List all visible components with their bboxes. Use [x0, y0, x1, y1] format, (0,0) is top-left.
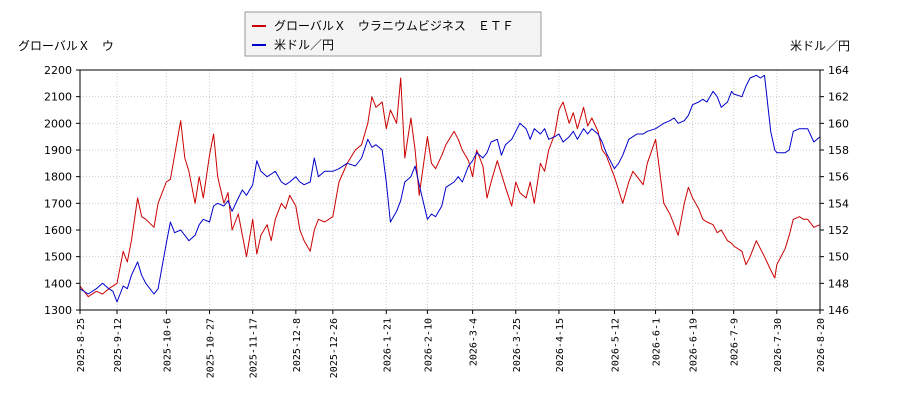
x-tick-label: 2026-6-19 [689, 318, 700, 372]
grid-lines [79, 69, 821, 311]
y-right-axis-label: 米ドル／円 [790, 39, 850, 53]
plot-frame [79, 69, 821, 311]
series-line-usdjpy [79, 74, 821, 303]
legend: グローバルＸ ウラニウムビジネス ＥＴＦ 米ドル／円 [244, 11, 542, 57]
y-left-tick-label: 1500 [44, 251, 72, 264]
x-tick-label: 2025-10-6 [162, 318, 173, 372]
y-left-tick-label: 1400 [44, 277, 72, 290]
y-left-axis: 1300 1400 1500 1600 1700 1800 1900 2000 2100 2200 [44, 64, 80, 317]
x-tick-label: 2026-5-12 [610, 318, 621, 372]
y-right-tick-label: 164 [828, 64, 849, 77]
x-tick-label: 2026-3-4 [469, 318, 480, 366]
y-right-tick-label: 160 [828, 117, 849, 130]
y-right-axis: 146 148 150 152 154 156 158 160 162 164 [820, 64, 849, 317]
x-tick-label: 2025-12-8 [292, 318, 303, 372]
y-right-tick-label: 162 [828, 91, 849, 104]
x-tick-label: 2025-11-17 [249, 318, 260, 378]
series-line-etf [79, 77, 821, 298]
y-right-tick-label: 158 [828, 144, 849, 157]
legend-label-etf: グローバルＸ ウラニウムビジネス ＥＴＦ [274, 19, 514, 33]
legend-label-usdjpy: 米ドル／円 [274, 38, 334, 52]
x-tick-label: 2026-7-30 [773, 318, 784, 372]
y-left-tick-label: 1700 [44, 197, 72, 210]
x-tick-label: 2026-3-25 [512, 318, 523, 372]
legend-box [244, 11, 542, 57]
y-left-tick-label: 1800 [44, 171, 72, 184]
y-left-tick-label: 1300 [44, 304, 72, 317]
x-tick-label: 2026-7-9 [730, 318, 741, 366]
x-tick-label: 2026-1-21 [382, 318, 393, 372]
x-tick-label: 2026-8-20 [816, 318, 827, 372]
x-tick-label: 2025-8-25 [76, 318, 87, 372]
x-axis: 2025-8-25 2025-9-12 2025-10-6 2025-10-27 202… [76, 310, 827, 378]
y-left-tick-label: 2200 [44, 64, 72, 77]
series-group [79, 74, 821, 303]
x-tick-label: 2026-6-1 [652, 318, 663, 366]
x-tick-label: 2026-2-10 [423, 318, 434, 372]
y-right-tick-label: 150 [828, 251, 849, 264]
x-tick-label: 2025-10-27 [206, 318, 217, 378]
y-right-tick-label: 146 [828, 304, 849, 317]
plot-area [80, 70, 820, 310]
x-tick-label: 2025-9-12 [113, 318, 124, 372]
y-left-tick-label: 1600 [44, 224, 72, 237]
y-left-tick-label: 2000 [44, 117, 72, 130]
x-tick-label: 2026-4-15 [555, 318, 566, 372]
y-right-tick-label: 154 [828, 197, 849, 210]
x-tick-label: 2025-12-26 [329, 318, 340, 378]
y-left-tick-label: 1900 [44, 144, 72, 157]
y-right-tick-label: 148 [828, 277, 849, 290]
y-left-tick-label: 2100 [44, 91, 72, 104]
y-right-tick-label: 152 [828, 224, 849, 237]
y-left-axis-label: グローバルＸ ウ [18, 39, 114, 53]
y-right-tick-label: 156 [828, 171, 849, 184]
